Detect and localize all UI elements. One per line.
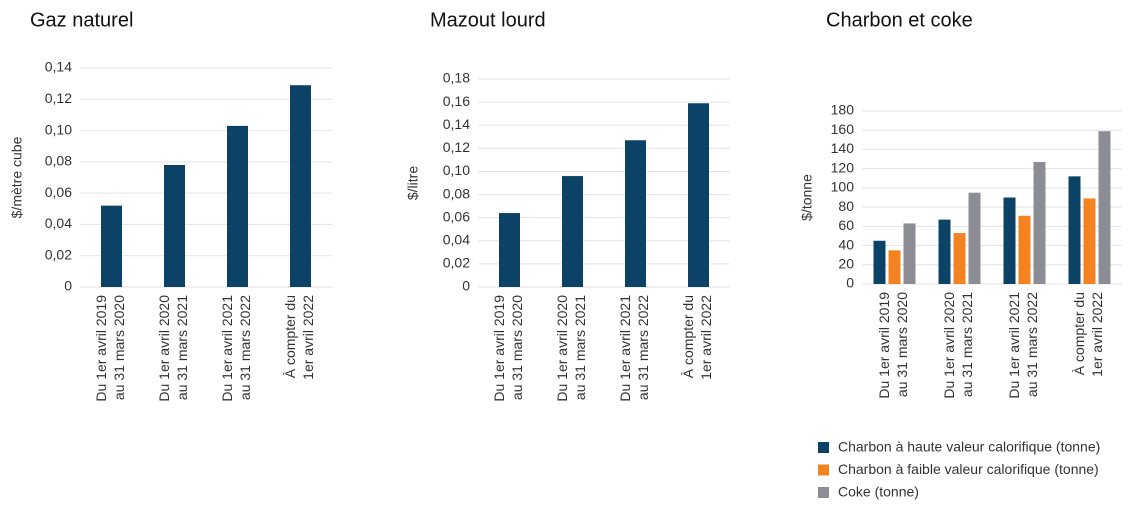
bar xyxy=(968,192,981,284)
bar xyxy=(499,213,520,287)
x-tick-label: À compter du xyxy=(1071,292,1087,375)
x-tick-label: Du 1er avril 2021 xyxy=(219,295,235,402)
bar xyxy=(625,140,646,287)
x-tick-label: 1er avril 2022 xyxy=(300,295,316,380)
bar xyxy=(688,103,709,288)
y-tick-label: 0,06 xyxy=(443,208,470,224)
y-tick-label: 60 xyxy=(838,217,854,233)
y-tick-label: 120 xyxy=(831,159,855,175)
y-tick-label: 180 xyxy=(831,102,855,118)
bar xyxy=(1083,198,1096,284)
bar xyxy=(1033,161,1046,284)
bar xyxy=(1003,197,1016,284)
y-tick-label: 0,10 xyxy=(45,121,72,137)
x-tick-label: au 31 mars 2021 xyxy=(174,295,190,400)
y-tick-label: 160 xyxy=(831,121,855,137)
bar xyxy=(290,85,311,287)
y-tick-label: 0,12 xyxy=(443,139,470,155)
y-tick-label: 140 xyxy=(831,140,855,156)
x-tick-label: À compter du xyxy=(282,295,298,378)
y-tick-label: 0 xyxy=(462,278,470,294)
y-axis-label: $/tonne xyxy=(799,174,815,221)
bar xyxy=(888,250,901,284)
bar xyxy=(903,223,916,284)
y-tick-label: 0,12 xyxy=(45,90,72,106)
x-tick-label: 1er avril 2022 xyxy=(1089,292,1105,377)
y-tick-label: 100 xyxy=(831,179,855,195)
x-tick-label: Du 1er avril 2020 xyxy=(156,295,172,402)
x-tick-label: À compter du xyxy=(680,295,696,378)
x-tick-label: au 31 mars 2020 xyxy=(894,292,910,397)
chart-title: Mazout lourd xyxy=(430,9,546,31)
chart-title: Charbon et coke xyxy=(826,9,973,31)
y-tick-label: 0,14 xyxy=(45,59,72,75)
x-tick-label: au 31 mars 2022 xyxy=(237,295,253,400)
y-tick-label: 0,10 xyxy=(443,162,470,178)
y-axis-label: $/litre xyxy=(405,166,421,200)
y-tick-label: 0,08 xyxy=(45,153,72,169)
x-tick-label: Du 1er avril 2019 xyxy=(876,292,892,399)
bar xyxy=(101,205,122,287)
bar xyxy=(1068,176,1081,284)
bar xyxy=(1018,215,1031,284)
y-tick-label: 0 xyxy=(846,275,854,291)
x-tick-label: au 31 mars 2020 xyxy=(509,295,525,400)
y-tick-label: 0,06 xyxy=(45,184,72,200)
legend-swatch xyxy=(818,464,829,476)
bar xyxy=(562,176,583,287)
x-tick-label: au 31 mars 2021 xyxy=(572,295,588,400)
x-tick-label: au 31 mars 2020 xyxy=(111,295,127,400)
x-tick-label: au 31 mars 2022 xyxy=(635,295,651,400)
x-tick-label: au 31 mars 2021 xyxy=(959,292,975,397)
y-tick-label: 0,18 xyxy=(443,70,470,86)
x-tick-label: au 31 mars 2022 xyxy=(1024,292,1040,397)
x-tick-label: Du 1er avril 2021 xyxy=(617,295,633,402)
legend-swatch xyxy=(818,442,829,453)
legend-swatch xyxy=(818,487,829,498)
y-tick-label: 0,08 xyxy=(443,185,470,201)
y-tick-label: 40 xyxy=(838,236,854,252)
x-tick-label: Du 1er avril 2019 xyxy=(93,295,109,402)
legend-label: Charbon à haute valeur calorifique (tonn… xyxy=(838,439,1100,455)
y-tick-label: 0,04 xyxy=(443,231,470,247)
y-axis-label: $/mètre cube xyxy=(9,136,25,218)
y-tick-label: 0 xyxy=(64,278,72,294)
x-tick-label: 1er avril 2022 xyxy=(698,295,714,380)
x-tick-label: Du 1er avril 2020 xyxy=(941,292,957,399)
x-tick-label: Du 1er avril 2020 xyxy=(554,295,570,402)
x-tick-label: Du 1er avril 2019 xyxy=(491,295,507,402)
bar xyxy=(164,164,185,287)
y-tick-label: 20 xyxy=(838,255,854,271)
bar xyxy=(938,219,951,284)
y-tick-label: 0,02 xyxy=(443,255,470,271)
x-tick-label: Du 1er avril 2021 xyxy=(1006,292,1022,399)
chart-title: Gaz naturel xyxy=(30,9,133,31)
y-tick-label: 0,14 xyxy=(443,116,470,132)
y-tick-label: 80 xyxy=(838,198,854,214)
y-tick-label: 0,04 xyxy=(45,215,72,231)
legend-label: Charbon à faible valeur calorifique (ton… xyxy=(838,461,1099,477)
bar xyxy=(953,233,966,284)
legend-label: Coke (tonne) xyxy=(838,484,919,500)
bar xyxy=(227,125,248,287)
bar xyxy=(873,240,886,284)
y-tick-label: 0,16 xyxy=(443,93,470,109)
y-tick-label: 0,02 xyxy=(45,246,72,262)
bar xyxy=(1098,131,1111,284)
